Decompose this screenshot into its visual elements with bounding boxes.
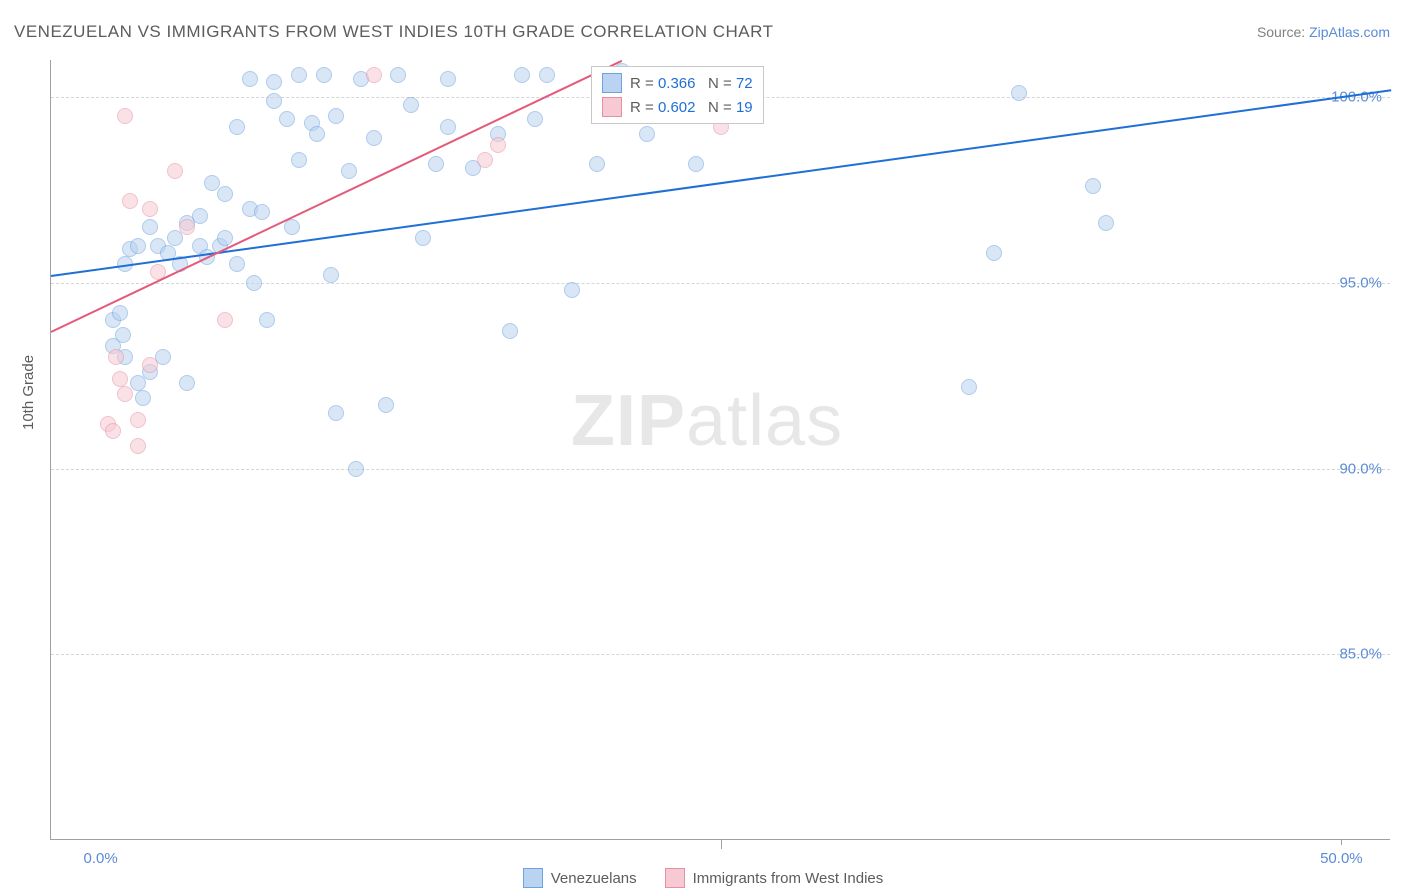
data-point <box>284 219 300 235</box>
data-point <box>122 193 138 209</box>
data-point <box>688 156 704 172</box>
data-point <box>192 208 208 224</box>
data-point <box>217 186 233 202</box>
data-point <box>246 275 262 291</box>
data-point <box>961 379 977 395</box>
data-point <box>1085 178 1101 194</box>
y-tick-label: 90.0% <box>1339 460 1382 477</box>
data-point <box>415 230 431 246</box>
data-point <box>279 111 295 127</box>
data-point <box>112 305 128 321</box>
data-point <box>167 230 183 246</box>
watermark-light: atlas <box>686 381 843 461</box>
legend-swatch <box>602 97 622 117</box>
source-prefix: Source: <box>1257 24 1309 40</box>
data-point <box>242 71 258 87</box>
data-point <box>130 438 146 454</box>
data-point <box>328 108 344 124</box>
legend-row: R = 0.602 N = 19 <box>602 95 753 119</box>
bottom-legend: Venezuelans Immigrants from West Indies <box>0 868 1406 888</box>
data-point <box>1011 85 1027 101</box>
legend-swatch <box>523 868 543 888</box>
data-point <box>639 126 655 142</box>
data-point <box>440 71 456 87</box>
correlation-legend: R = 0.366 N = 72 R = 0.602 N = 19 <box>591 66 764 124</box>
legend-label: Immigrants from West Indies <box>693 870 884 887</box>
data-point <box>229 256 245 272</box>
data-point <box>1098 215 1114 231</box>
legend-label: Venezuelans <box>551 870 637 887</box>
data-point <box>142 219 158 235</box>
data-point <box>328 405 344 421</box>
data-point <box>259 312 275 328</box>
data-point <box>514 67 530 83</box>
data-point <box>217 312 233 328</box>
y-tick-label: 95.0% <box>1339 274 1382 291</box>
y-tick-label: 85.0% <box>1339 646 1382 663</box>
data-point <box>564 282 580 298</box>
data-point <box>142 357 158 373</box>
data-point <box>341 163 357 179</box>
data-point <box>527 111 543 127</box>
data-point <box>108 349 124 365</box>
legend-row: R = 0.366 N = 72 <box>602 71 753 95</box>
data-point <box>130 412 146 428</box>
x-tick-label: 0.0% <box>84 850 118 867</box>
data-point <box>130 238 146 254</box>
data-point <box>589 156 605 172</box>
legend-swatch <box>602 73 622 93</box>
gridline-horizontal <box>51 654 1390 655</box>
data-point <box>135 390 151 406</box>
data-point <box>440 119 456 135</box>
data-point <box>390 67 406 83</box>
data-point <box>117 108 133 124</box>
legend-stats: R = 0.366 N = 72 <box>630 75 753 92</box>
data-point <box>366 67 382 83</box>
data-point <box>502 323 518 339</box>
data-point <box>403 97 419 113</box>
legend-item: Venezuelans <box>523 868 637 888</box>
data-point <box>179 219 195 235</box>
data-point <box>291 152 307 168</box>
data-point <box>105 423 121 439</box>
data-point <box>142 201 158 217</box>
data-point <box>291 67 307 83</box>
y-axis-label: 10th Grade <box>20 355 37 430</box>
data-point <box>348 461 364 477</box>
data-point <box>112 371 128 387</box>
watermark: ZIPatlas <box>571 380 843 462</box>
x-tick <box>1341 839 1342 845</box>
data-point <box>378 397 394 413</box>
data-point <box>309 126 325 142</box>
data-point <box>117 386 133 402</box>
scatter-plot: ZIPatlas 85.0%90.0%95.0%100.0%0.0%50.0%R… <box>50 60 1390 840</box>
data-point <box>490 137 506 153</box>
data-point <box>254 204 270 220</box>
data-point <box>130 375 146 391</box>
data-point <box>539 67 555 83</box>
data-point <box>229 119 245 135</box>
data-point <box>316 67 332 83</box>
data-point <box>217 230 233 246</box>
data-point <box>179 375 195 391</box>
data-point <box>477 152 493 168</box>
watermark-bold: ZIP <box>571 381 686 461</box>
data-point <box>266 74 282 90</box>
data-point <box>323 267 339 283</box>
source-attribution: Source: ZipAtlas.com <box>1257 24 1390 40</box>
data-point <box>366 130 382 146</box>
legend-swatch <box>665 868 685 888</box>
data-point <box>266 93 282 109</box>
legend-item: Immigrants from West Indies <box>665 868 884 888</box>
data-point <box>428 156 444 172</box>
source-link[interactable]: ZipAtlas.com <box>1309 24 1390 40</box>
legend-stats: R = 0.602 N = 19 <box>630 99 753 116</box>
data-point <box>986 245 1002 261</box>
x-tick-label: 50.0% <box>1320 850 1363 867</box>
data-point <box>115 327 131 343</box>
gridline-horizontal <box>51 469 1390 470</box>
data-point <box>167 163 183 179</box>
chart-title: VENEZUELAN VS IMMIGRANTS FROM WEST INDIE… <box>14 22 773 42</box>
